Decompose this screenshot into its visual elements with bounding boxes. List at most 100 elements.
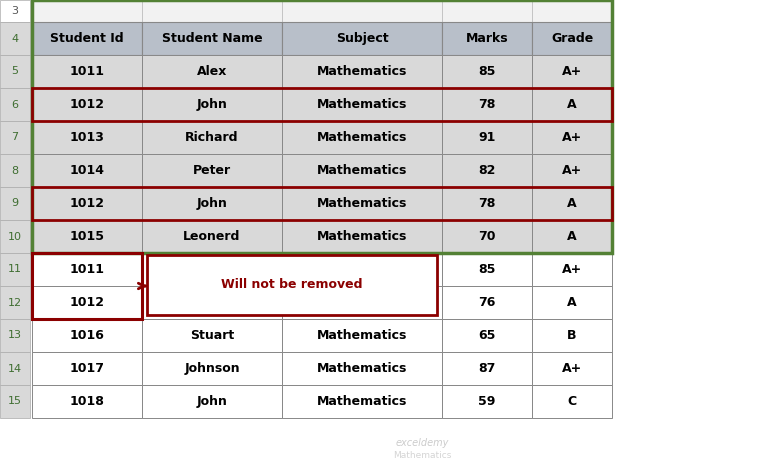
Text: 1012: 1012 [70,296,104,309]
Text: 9: 9 [12,199,18,209]
Text: A+: A+ [562,362,582,375]
Text: 1011: 1011 [70,263,104,276]
Bar [32,121,142,154]
Text: 1017: 1017 [70,362,104,375]
Text: 78: 78 [479,197,495,210]
Text: 5: 5 [12,67,18,77]
Bar [0,154,30,187]
Bar [532,55,612,88]
Bar [32,0,612,253]
Text: 59: 59 [479,395,495,408]
Bar [0,121,30,154]
Bar [0,352,30,385]
Text: Marks: Marks [466,32,509,45]
Text: John: John [199,296,225,309]
Text: 85: 85 [479,263,495,276]
Text: 76: 76 [479,296,495,309]
Text: Student Name: Student Name [162,32,262,45]
Text: 82: 82 [479,164,495,177]
Bar [442,88,532,121]
Bar [282,385,442,418]
Bar [142,187,282,220]
Text: Mathematics: Mathematics [317,164,407,177]
Bar [0,0,30,22]
Bar [32,220,142,253]
Bar [532,352,612,385]
Bar [282,352,442,385]
Text: C: C [568,395,577,408]
Text: 1012: 1012 [70,197,104,210]
Text: A+: A+ [562,263,582,276]
Text: Mathematics: Mathematics [317,395,407,408]
Text: 1014: 1014 [70,164,104,177]
Bar [142,55,282,88]
Bar [32,22,142,55]
Bar [32,154,142,187]
Bar [0,319,30,352]
Bar [0,385,30,418]
Bar [0,22,30,55]
Text: Leonerd: Leonerd [183,230,241,243]
Bar [282,22,442,55]
Bar [142,220,282,253]
Text: Grade: Grade [551,32,593,45]
Bar [32,352,142,385]
Text: Alex: Alex [197,65,227,78]
Text: 14: 14 [8,363,22,374]
Bar [32,88,142,121]
Bar [142,253,282,286]
Text: John: John [196,197,228,210]
Text: Mat...: Mat... [345,263,379,276]
Bar [442,154,532,187]
Text: Student Id: Student Id [50,32,123,45]
Text: 1015: 1015 [70,230,104,243]
Bar [142,286,282,319]
Bar [442,220,532,253]
Bar [282,121,442,154]
Text: 8: 8 [12,166,18,175]
Text: 15: 15 [8,396,22,406]
Bar [442,121,532,154]
Bar [32,88,612,121]
Text: Mathematics: Mathematics [393,450,451,459]
Text: A: A [567,197,577,210]
Text: Mathematics: Mathematics [317,362,407,375]
Bar [442,253,532,286]
Bar [142,319,282,352]
Bar [282,286,442,319]
Bar [32,385,142,418]
Text: 12: 12 [8,298,22,307]
Text: A: A [567,296,577,309]
Text: John: John [196,395,228,408]
Bar [282,220,442,253]
Bar [532,22,612,55]
Bar [442,0,532,22]
Bar [282,253,442,286]
Bar [442,319,532,352]
Bar [532,253,612,286]
Text: Ale...: Ale... [197,263,227,276]
Bar [282,319,442,352]
Text: 7: 7 [12,132,18,142]
Bar [532,220,612,253]
Text: Richard: Richard [186,131,239,144]
Text: A+: A+ [562,131,582,144]
Bar [282,187,442,220]
Text: 70: 70 [479,230,495,243]
Text: Mathematics: Mathematics [317,329,407,342]
Bar [0,220,30,253]
Text: A: A [567,98,577,111]
Bar [442,385,532,418]
Bar [282,154,442,187]
Bar [0,55,30,88]
Bar [532,121,612,154]
Text: Mathematics: Mathematics [324,296,400,309]
Text: Mathematics: Mathematics [317,65,407,78]
Text: Subject: Subject [336,32,388,45]
Bar [442,187,532,220]
Text: 11: 11 [8,264,22,274]
Bar [282,88,442,121]
Bar [142,88,282,121]
Bar [32,0,142,22]
Bar [142,352,282,385]
